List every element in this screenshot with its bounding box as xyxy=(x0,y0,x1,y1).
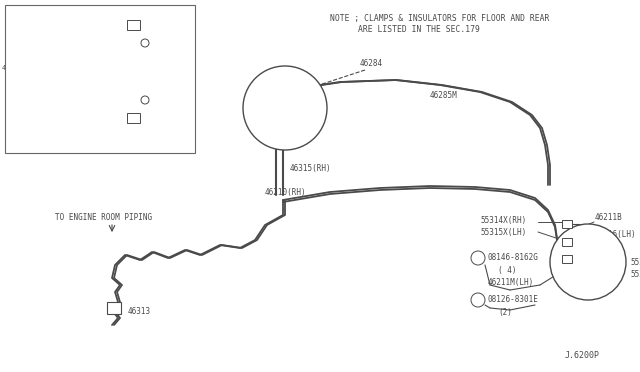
Text: 46282: 46282 xyxy=(2,65,23,71)
Bar xyxy=(562,238,572,246)
Text: J.6200P: J.6200P xyxy=(565,350,600,359)
Text: (2): (2) xyxy=(498,308,512,317)
Text: ARE LISTED IN THE SEC.179: ARE LISTED IN THE SEC.179 xyxy=(358,26,480,35)
Text: 46316(LH): 46316(LH) xyxy=(595,230,637,238)
Text: 46288M: 46288M xyxy=(7,107,33,113)
Circle shape xyxy=(550,224,626,300)
Text: 46313: 46313 xyxy=(128,308,151,317)
Text: 46284: 46284 xyxy=(148,58,169,64)
Text: 46313: 46313 xyxy=(17,95,38,101)
Text: 46285M: 46285M xyxy=(430,90,458,99)
Text: 46211B: 46211B xyxy=(595,214,623,222)
Text: 46210: 46210 xyxy=(151,40,172,46)
Text: 46315(RH): 46315(RH) xyxy=(290,164,332,173)
Text: DETAIL OF TUBE PIPING: DETAIL OF TUBE PIPING xyxy=(10,138,107,148)
Bar xyxy=(127,20,140,30)
Circle shape xyxy=(471,293,485,307)
Text: 46210(RH): 46210(RH) xyxy=(265,189,307,198)
Text: 46285M: 46285M xyxy=(148,77,173,83)
Bar xyxy=(562,255,572,263)
Text: NOTE ; CLAMPS & INSULATORS FOR FLOOR AND REAR: NOTE ; CLAMPS & INSULATORS FOR FLOOR AND… xyxy=(330,13,549,22)
Text: 46284: 46284 xyxy=(360,58,383,67)
Text: 55287X(LH): 55287X(LH) xyxy=(630,270,640,279)
Circle shape xyxy=(141,96,149,104)
Bar xyxy=(127,113,140,123)
Text: B: B xyxy=(476,256,480,260)
Circle shape xyxy=(141,39,149,47)
Bar xyxy=(107,302,121,314)
Bar xyxy=(562,220,572,228)
Circle shape xyxy=(243,66,327,150)
Text: 08146-8162G: 08146-8162G xyxy=(488,253,539,263)
Text: 46315: 46315 xyxy=(148,22,169,28)
Text: B: B xyxy=(476,298,480,302)
Text: 08126-8301E: 08126-8301E xyxy=(488,295,539,305)
Bar xyxy=(5,5,195,153)
Text: 55315X(LH): 55315X(LH) xyxy=(480,228,526,237)
Text: TO ENGINE ROOM PIPING: TO ENGINE ROOM PIPING xyxy=(55,214,152,222)
Text: 44020A: 44020A xyxy=(595,247,623,257)
Text: 46211M: 46211M xyxy=(148,97,173,103)
Text: 46211M(LH): 46211M(LH) xyxy=(488,278,534,286)
Circle shape xyxy=(471,251,485,265)
Text: 55314X(RH): 55314X(RH) xyxy=(480,215,526,224)
Text: 46316: 46316 xyxy=(148,115,169,121)
Text: 55286X(RH): 55286X(RH) xyxy=(630,257,640,266)
Text: ( 4): ( 4) xyxy=(498,266,516,275)
